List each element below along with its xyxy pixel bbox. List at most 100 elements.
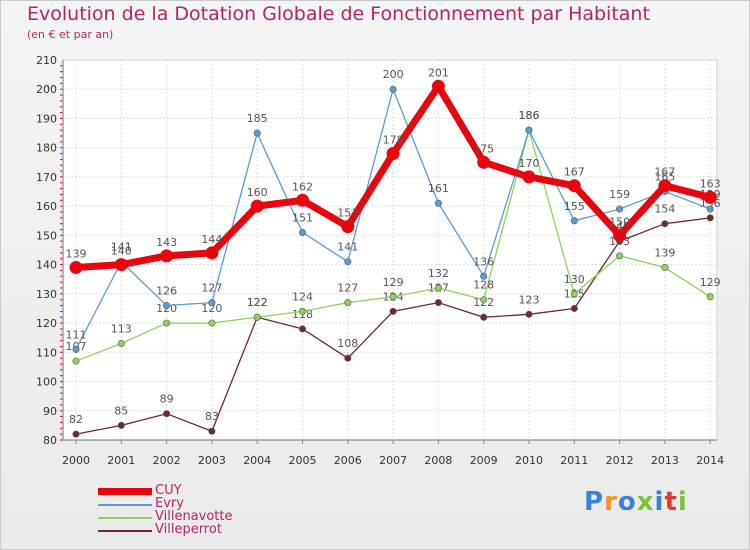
- data-point-villeperrot: [525, 310, 533, 318]
- data-point-villenavotte: [661, 264, 669, 272]
- legend-label: Villenavotte: [155, 509, 233, 524]
- legend-swatch: [98, 530, 152, 532]
- line-chart: 8090100110120130140150160170180190200210…: [36, 54, 724, 467]
- data-label-villenavotte: 130: [564, 273, 585, 286]
- data-point-evry: [570, 217, 578, 225]
- data-label-cuy: 178: [383, 134, 404, 147]
- data-label-evry: 111: [66, 328, 87, 341]
- data-point-villeperrot: [72, 430, 80, 438]
- data-label-villenavotte: 127: [337, 282, 358, 295]
- data-label-villeperrot: 89: [160, 393, 174, 406]
- data-label-villenavotte: 113: [111, 323, 132, 336]
- data-label-villenavotte: 122: [247, 296, 268, 309]
- brand-letter: r: [604, 487, 618, 517]
- x-tick-label: 2006: [334, 454, 362, 467]
- data-point-evry: [208, 299, 216, 307]
- data-point-villenavotte: [298, 307, 306, 315]
- brand-letter: t: [664, 487, 678, 517]
- y-tick-label: 110: [36, 346, 57, 359]
- y-tick-label: 170: [36, 171, 57, 184]
- data-label-villenavotte: 124: [292, 290, 313, 303]
- data-label-evry: 200: [383, 68, 404, 81]
- data-point-villeperrot: [163, 410, 171, 418]
- legend-label: CUY: [155, 483, 182, 498]
- chart-title: Evolution de la Dotation Globale de Fonc…: [27, 3, 650, 25]
- data-point-villeperrot: [480, 313, 488, 321]
- data-point-villenavotte: [253, 313, 261, 321]
- brand-letter: x: [636, 487, 655, 517]
- data-point-villenavotte: [163, 319, 171, 327]
- y-tick-label: 210: [36, 54, 57, 67]
- data-label-evry: 186: [519, 109, 540, 122]
- data-point-cuy: [477, 155, 491, 169]
- data-label-evry: 141: [337, 241, 358, 254]
- legend-swatch: [98, 517, 152, 519]
- data-point-villenavotte: [706, 293, 714, 301]
- legend-swatch: [98, 488, 152, 495]
- data-label-villenavotte: 120: [201, 302, 222, 315]
- data-point-cuy: [567, 179, 581, 193]
- data-point-cuy: [431, 79, 445, 93]
- data-label-evry: 127: [201, 282, 222, 295]
- data-label-evry: 159: [609, 188, 630, 201]
- data-label-villeperrot: 122: [247, 296, 268, 309]
- data-label-villenavotte: 128: [473, 279, 494, 292]
- y-tick-label: 120: [36, 317, 57, 330]
- data-point-evry: [434, 199, 442, 207]
- data-point-villeperrot: [570, 304, 578, 312]
- x-tick-label: 2004: [243, 454, 271, 467]
- data-label-cuy: 160: [247, 186, 268, 199]
- data-label-villeperrot: 108: [337, 337, 358, 350]
- legend-swatch: [98, 504, 152, 506]
- plot-area: [62, 59, 718, 441]
- x-tick-label: 2005: [289, 454, 317, 467]
- data-point-villenavotte: [389, 293, 397, 301]
- y-tick-label: 190: [36, 112, 57, 125]
- data-point-cuy: [658, 179, 672, 193]
- x-tick-label: 2008: [424, 454, 452, 467]
- data-point-evry: [616, 205, 624, 213]
- data-point-villenavotte: [570, 290, 578, 298]
- data-label-evry: 155: [564, 200, 585, 213]
- data-label-cuy: 167: [564, 166, 585, 179]
- data-point-evry: [344, 258, 352, 266]
- data-label-cuy: 153: [337, 207, 358, 220]
- data-point-villenavotte: [480, 296, 488, 304]
- data-label-villenavotte: 129: [700, 276, 721, 289]
- y-tick-label: 150: [36, 229, 57, 242]
- data-point-villeperrot: [706, 214, 714, 222]
- data-label-cuy: 140: [111, 245, 132, 258]
- data-label-cuy: 144: [201, 233, 222, 246]
- data-label-cuy: 170: [519, 157, 540, 170]
- x-tick-label: 2000: [62, 454, 90, 467]
- data-point-evry: [480, 272, 488, 280]
- y-tick-label: 130: [36, 288, 57, 301]
- data-label-villenavotte: 129: [383, 276, 404, 289]
- brand-letter: i: [677, 487, 688, 517]
- data-label-evry: 151: [292, 211, 313, 224]
- data-point-cuy: [160, 249, 174, 263]
- chart-subtitle: (en € et par an): [27, 28, 114, 41]
- x-tick-label: 2013: [651, 454, 679, 467]
- data-point-evry: [525, 126, 533, 134]
- data-label-evry: 185: [247, 112, 268, 125]
- data-point-evry: [253, 129, 261, 137]
- data-label-cuy: 143: [156, 236, 177, 249]
- brand-letter: o: [617, 487, 637, 517]
- data-point-villenavotte: [72, 357, 80, 365]
- x-tick-label: 2007: [379, 454, 407, 467]
- data-label-cuy: 175: [473, 142, 494, 155]
- data-point-cuy: [613, 228, 627, 242]
- data-label-evry: 136: [473, 255, 494, 268]
- x-tick-label: 2002: [153, 454, 181, 467]
- data-label-cuy: 139: [66, 248, 87, 261]
- data-label-villenavotte: 132: [428, 267, 449, 280]
- data-label-evry: 126: [156, 285, 177, 298]
- data-label-evry: 165: [654, 171, 675, 184]
- x-tick-label: 2011: [560, 454, 588, 467]
- data-point-evry: [298, 228, 306, 236]
- data-point-villeperrot: [661, 220, 669, 228]
- x-tick-label: 2010: [515, 454, 543, 467]
- data-point-cuy: [250, 199, 264, 213]
- brand-letter: i: [654, 487, 665, 517]
